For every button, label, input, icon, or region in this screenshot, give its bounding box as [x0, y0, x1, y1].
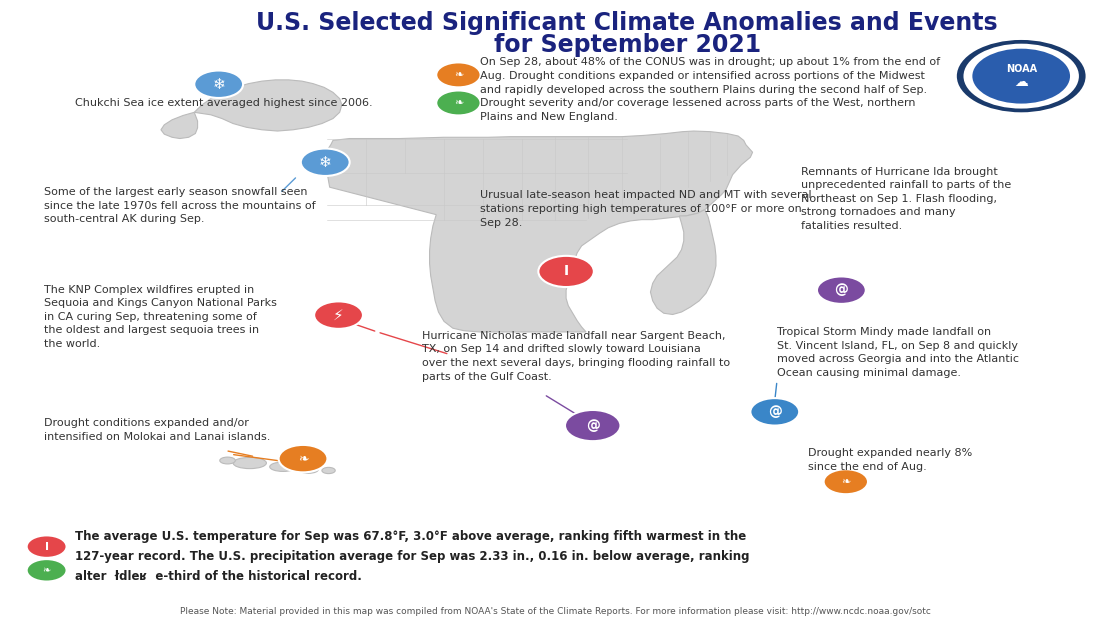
Ellipse shape	[233, 457, 266, 469]
Circle shape	[750, 398, 799, 426]
Text: I: I	[44, 542, 49, 552]
Polygon shape	[327, 131, 753, 332]
Polygon shape	[194, 80, 342, 131]
Circle shape	[963, 44, 1079, 109]
Circle shape	[314, 301, 363, 329]
Text: ❧: ❧	[841, 477, 850, 487]
Text: The average U.S. temperature for Sep was 67.8°F, 3.0°F above average, ranking fi: The average U.S. temperature for Sep was…	[75, 530, 747, 543]
Circle shape	[436, 62, 481, 87]
Circle shape	[817, 276, 866, 304]
Text: @: @	[586, 419, 599, 432]
Text: ⚡: ⚡	[333, 308, 344, 323]
Text: @: @	[768, 405, 781, 419]
Text: I: I	[564, 265, 568, 278]
Text: Drought expanded nearly 8%
since the end of Aug.: Drought expanded nearly 8% since the end…	[808, 448, 972, 472]
Circle shape	[27, 535, 67, 558]
Text: 127-year record. The U.S. precipitation average for Sep was 2.33 in., 0.16 in. b: 127-year record. The U.S. precipitation …	[75, 550, 750, 563]
Polygon shape	[161, 112, 198, 139]
Circle shape	[538, 256, 594, 287]
Text: ❧: ❧	[297, 452, 309, 465]
Text: NOAA: NOAA	[1006, 64, 1037, 74]
Text: Drought conditions expanded and/or
intensified on Molokai and Lanai islands.: Drought conditions expanded and/or inten…	[44, 418, 271, 442]
Text: ❄: ❄	[319, 155, 332, 170]
Text: ❧: ❧	[454, 70, 463, 80]
Text: The KNP Complex wildfires erupted in
Sequoia and Kings Canyon National Parks
in : The KNP Complex wildfires erupted in Seq…	[44, 285, 278, 349]
Text: U.S. Selected Significant Climate Anomalies and Events: U.S. Selected Significant Climate Anomal…	[256, 11, 998, 35]
Polygon shape	[650, 210, 716, 314]
Circle shape	[824, 469, 868, 494]
Circle shape	[972, 49, 1070, 104]
Circle shape	[957, 40, 1086, 112]
Circle shape	[279, 445, 327, 472]
Text: Urusual late-season heat impacted ND and MT with several
stations reporting high: Urusual late-season heat impacted ND and…	[480, 190, 811, 228]
Text: ☁: ☁	[1015, 76, 1028, 89]
Text: @: @	[835, 283, 848, 297]
Text: Tropical Storm Mindy made landfall on
St. Vincent Island, FL, on Sep 8 and quick: Tropical Storm Mindy made landfall on St…	[777, 327, 1019, 378]
Circle shape	[301, 149, 350, 176]
Text: ❧: ❧	[42, 565, 51, 575]
Text: ❄: ❄	[212, 77, 225, 92]
Circle shape	[27, 559, 67, 582]
Text: Some of the largest early season snowfall seen
since the late 1970s fell across : Some of the largest early season snowfal…	[44, 187, 316, 225]
Text: for September 2021: for September 2021	[494, 33, 760, 57]
Ellipse shape	[220, 457, 235, 464]
Circle shape	[565, 410, 620, 441]
Text: Hurricane Nicholas made landfall near Sargent Beach,
TX, on Sep 14 and drifted s: Hurricane Nicholas made landfall near Sa…	[422, 331, 730, 381]
Text: Remnants of Hurricane Ida brought
unprecedented rainfall to parts of the
Northea: Remnants of Hurricane Ida brought unprec…	[801, 167, 1011, 231]
Text: ❧: ❧	[454, 98, 463, 108]
Text: On Sep 28, about 48% of the CONUS was in drought; up about 1% from the end of
Au: On Sep 28, about 48% of the CONUS was in…	[480, 57, 940, 122]
Circle shape	[436, 90, 481, 115]
Text: Chukchi Sea ice extent averaged highest since 2006.: Chukchi Sea ice extent averaged highest …	[75, 98, 373, 108]
Ellipse shape	[299, 466, 319, 473]
Ellipse shape	[322, 467, 335, 474]
Ellipse shape	[270, 462, 296, 472]
Text: alter  łdleʁ  e-third of the historical record.: alter łdleʁ e-third of the historical re…	[75, 570, 362, 583]
Circle shape	[194, 71, 243, 98]
Text: Please Note: Material provided in this map was compiled from NOAA's State of the: Please Note: Material provided in this m…	[180, 607, 930, 616]
